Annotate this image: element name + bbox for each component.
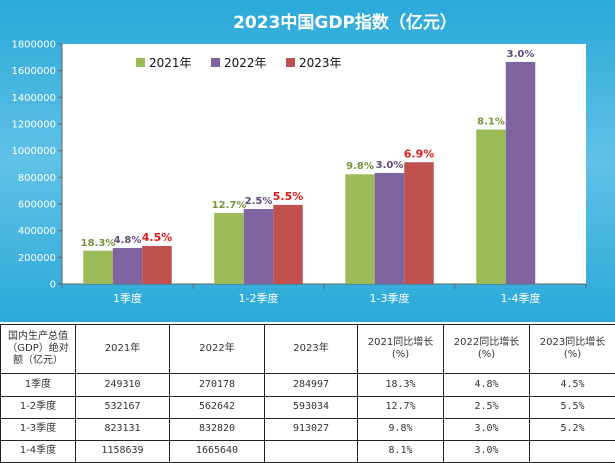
growth-label: 12.7% (212, 200, 247, 211)
header-cell: 2022同比增长(%) (443, 323, 530, 375)
header-cell: 2023同比增长(%) (529, 323, 615, 375)
legend-swatch (286, 58, 295, 67)
y-tick-label: 400000 (18, 226, 56, 237)
growth-label: 2.5% (245, 196, 273, 207)
growth-label: 8.1% (477, 117, 505, 128)
header-cell: 2021年 (75, 323, 170, 375)
table-header-row: 国内生产总值（GDP）绝对额（亿元） 2021年 2022年 2023年 202… (0, 323, 615, 375)
table-cell: 9.8% (357, 417, 444, 441)
legend: 2021年 2022年 2023年 (136, 56, 342, 70)
table-cell: 270178 (169, 373, 265, 397)
growth-label: 6.9% (404, 147, 435, 160)
table-row: 1-2季度 532167 562642 593034 12.7% 2.5% 5.… (0, 395, 615, 419)
header-cell: 国内生产总值（GDP）绝对额（亿元） (0, 323, 76, 375)
y-tick-label: 1200000 (11, 120, 56, 131)
bar (404, 162, 434, 284)
table-cell: 1-2季度 (0, 395, 76, 419)
y-tick-label: 0 (50, 280, 56, 291)
bar (243, 208, 274, 284)
table-cell: 284997 (264, 373, 358, 397)
chart-title: 2023中国GDP指数（亿元） (233, 12, 457, 33)
growth-label: 3.0% (376, 160, 404, 171)
table-cell: 823131 (75, 417, 170, 441)
growth-label: 18.3% (81, 238, 116, 249)
table-cell: 1-4季度 (0, 439, 76, 463)
table-cell: 913027 (264, 417, 358, 441)
bar (345, 174, 375, 284)
table-row: 1-3季度 823131 832820 913027 9.8% 3.0% 5.2… (0, 417, 615, 441)
table-cell: 1158639 (75, 439, 170, 463)
bar (112, 247, 143, 284)
growth-label: 9.8% (346, 161, 374, 172)
legend-label: 2022年 (224, 56, 267, 70)
growth-label: 4.5% (142, 231, 173, 244)
legend-swatch (211, 58, 220, 67)
table-cell: 562642 (169, 395, 265, 419)
table-cell: 532167 (75, 395, 170, 419)
table-cell: 18.3% (357, 373, 444, 397)
table-cell: 5.5% (529, 395, 615, 419)
x-tick-label: 1季度 (113, 291, 142, 305)
y-tick-label: 800000 (18, 173, 56, 184)
table-cell: 1-3季度 (0, 417, 76, 441)
table-cell: 2.5% (443, 395, 530, 419)
y-tick-label: 200000 (18, 253, 56, 264)
legend-label: 2023年 (299, 56, 342, 70)
legend-swatch (136, 58, 145, 67)
bar (214, 213, 244, 284)
table-cell: 12.7% (357, 395, 444, 419)
table-cell: 8.1% (357, 439, 444, 463)
header-cell: 2022年 (169, 323, 265, 375)
table-cell: 1665640 (169, 439, 265, 463)
header-cell: 2021同比增长(%) (357, 323, 444, 375)
table-cell: 1季度 (0, 373, 76, 397)
table-row: 1-4季度 1158639 1665640 8.1% 3.0% (0, 439, 615, 463)
bar (505, 61, 536, 284)
x-tick-label: 1-4季度 (501, 291, 541, 305)
table-cell: 249310 (75, 373, 170, 397)
gdp-bar-chart: 2023中国GDP指数（亿元） 0 200000 400000 600000 80000… (0, 0, 615, 322)
gdp-data-table: 国内生产总值（GDP）绝对额（亿元） 2021年 2022年 2023年 202… (0, 323, 615, 463)
table-cell (264, 439, 358, 463)
x-tick-label: 1-3季度 (370, 291, 410, 305)
table-cell: 3.0% (443, 439, 530, 463)
table-row: 1季度 249310 270178 284997 18.3% 4.8% 4.5% (0, 373, 615, 397)
growth-label: 3.0% (507, 49, 535, 60)
table-cell: 4.5% (529, 373, 615, 397)
growth-label: 5.5% (273, 190, 304, 203)
growth-labels-group: 18.3%4.8% 4.5%12.7%2.5% 5.5%9.8% 3.0%6.9%8.… (81, 49, 535, 249)
bar (142, 246, 172, 284)
y-tick-label: 1000000 (11, 146, 56, 157)
y-tick-label: 1400000 (11, 93, 56, 104)
bar (273, 204, 303, 284)
y-tick-label: 600000 (18, 200, 56, 211)
header-cell: 2023年 (264, 323, 358, 375)
bar (476, 129, 506, 284)
table-cell: 5.2% (529, 417, 615, 441)
y-tick-label: 1800000 (11, 40, 56, 51)
table-cell (529, 439, 615, 463)
legend-label: 2021年 (149, 56, 192, 70)
bars-group (83, 61, 536, 284)
bar (83, 250, 113, 284)
y-tick-label: 1600000 (11, 66, 56, 77)
table-cell: 4.8% (443, 373, 530, 397)
y-axis: 0 200000 400000 600000 800000 1000000 1200000 1… (11, 40, 63, 291)
table-cell: 832820 (169, 417, 265, 441)
table-cell: 593034 (264, 395, 358, 419)
bar (374, 172, 405, 284)
table-cell: 3.0% (443, 417, 530, 441)
x-tick-label: 1-2季度 (239, 291, 279, 305)
growth-label: 4.8% (114, 235, 142, 246)
